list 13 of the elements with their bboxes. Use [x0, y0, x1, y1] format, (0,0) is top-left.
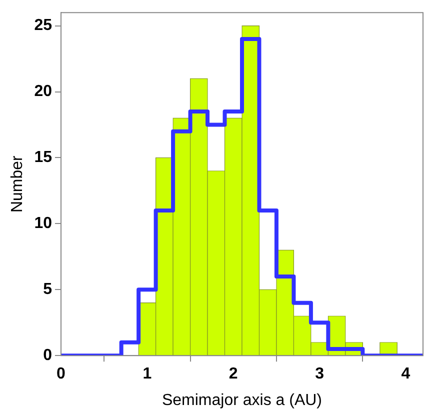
x-axis-title: Semimajor axis a (AU)	[162, 392, 322, 409]
x-tick-label: 3	[315, 366, 324, 383]
y-tick-label: 20	[34, 83, 52, 100]
x-tick-label: 4	[401, 366, 410, 383]
x-tick-label: 2	[228, 366, 238, 383]
y-tick-label: 5	[43, 281, 52, 298]
y-tick-label: 10	[34, 215, 52, 232]
y-axis-title: Number	[9, 154, 26, 213]
x-tick-label: 0	[56, 366, 66, 383]
x-tick-label: 1	[142, 366, 152, 383]
y-tick-label: 25	[34, 17, 52, 34]
y-tick-label: 0	[43, 347, 52, 364]
y-tick-label: 15	[34, 149, 52, 166]
